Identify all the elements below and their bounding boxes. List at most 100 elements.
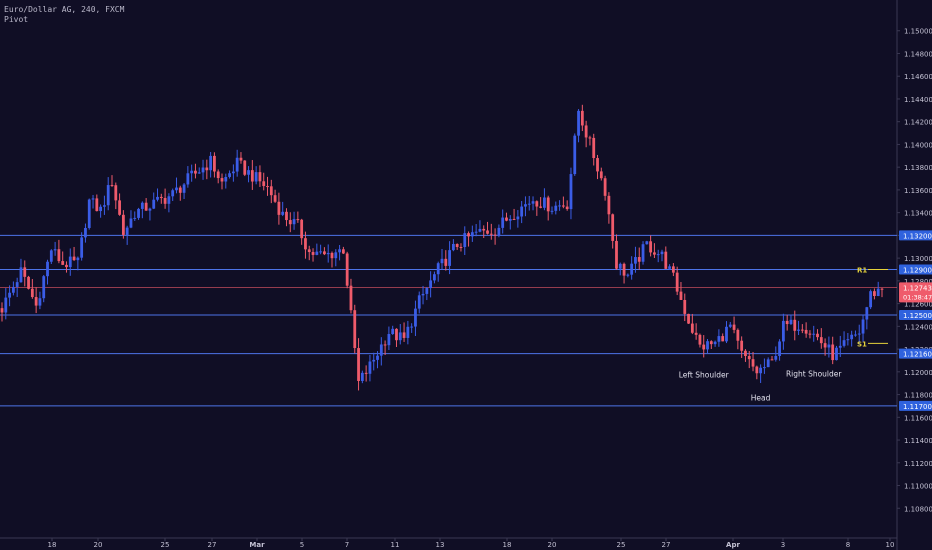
candle-body <box>319 251 323 253</box>
candle-body <box>444 258 448 266</box>
candle-body <box>334 252 338 259</box>
candle-body <box>611 214 615 241</box>
x-tick-label: 10 <box>886 541 895 549</box>
candle-body <box>53 249 57 251</box>
candle-body <box>296 219 300 221</box>
y-tick-label: 1.14400 <box>904 96 932 104</box>
candle-body <box>744 350 747 357</box>
candle-body <box>360 372 364 381</box>
candle-body <box>751 359 755 367</box>
candle-body <box>789 319 793 325</box>
candle-body <box>372 359 376 362</box>
candle-body <box>148 208 152 211</box>
candle-body <box>34 297 38 306</box>
candle-body <box>683 299 687 314</box>
candle-body <box>247 170 250 175</box>
candle-body <box>197 172 201 174</box>
candle-body <box>231 171 235 174</box>
candle-body <box>49 250 53 262</box>
candle-body <box>121 214 125 235</box>
candle-body <box>668 266 671 269</box>
y-tick-label: 1.11800 <box>904 392 932 400</box>
y-tick-label: 1.15000 <box>904 28 932 36</box>
candle-body <box>285 211 288 221</box>
candle-body <box>725 326 728 342</box>
candle-body <box>831 344 835 361</box>
candle-body <box>455 243 459 247</box>
level-badge <box>899 348 932 359</box>
x-tick-label: Apr <box>726 541 740 549</box>
candle-body <box>38 298 42 306</box>
candle-body <box>209 155 213 171</box>
candle-body <box>235 157 239 172</box>
x-tick-label: 20 <box>94 541 103 549</box>
candle-body <box>353 310 357 349</box>
level-badge-label: 1.11700 <box>903 403 932 411</box>
candle-body <box>425 288 429 294</box>
candle-body <box>531 201 535 204</box>
candle-body <box>345 253 349 286</box>
candle-body <box>398 332 402 341</box>
candle-body <box>524 204 527 207</box>
candle-body <box>637 257 641 262</box>
x-tick-label: 25 <box>617 541 626 549</box>
candle-body <box>717 336 721 342</box>
candle-body <box>190 170 194 174</box>
candle-body <box>819 337 823 344</box>
y-tick-label: 1.12800 <box>904 278 932 286</box>
candle-body <box>387 334 391 346</box>
candle-body <box>649 241 653 253</box>
pivot-label: R1 <box>857 267 867 275</box>
candle-body <box>687 313 690 324</box>
candle-body <box>84 227 87 238</box>
candle-body <box>364 372 368 374</box>
candle-body <box>326 252 330 255</box>
candle-body <box>527 203 531 205</box>
candle-body <box>110 185 114 187</box>
x-tick-label: 13 <box>436 541 445 549</box>
candle-body <box>736 329 740 341</box>
x-tick-label: 8 <box>846 541 850 549</box>
candle-body <box>61 261 65 265</box>
candle-body <box>140 202 144 209</box>
candle-body <box>440 258 444 264</box>
y-tick-label: 1.11200 <box>904 460 932 468</box>
candle-body <box>493 234 497 236</box>
candle-body <box>178 187 182 193</box>
candle-body <box>95 198 99 212</box>
candle-body <box>421 293 425 296</box>
candle-body <box>307 249 311 253</box>
candle-body <box>550 210 554 212</box>
y-tick-label: 1.14200 <box>904 119 932 127</box>
candle-body <box>338 249 341 253</box>
candle-body <box>599 171 603 179</box>
candle-body <box>281 211 285 215</box>
candle-body <box>106 185 110 206</box>
candle-body <box>861 319 865 334</box>
x-tick-label: 11 <box>391 541 400 549</box>
candle-body <box>505 217 508 221</box>
pattern-annotation: Right Shoulder <box>786 369 842 378</box>
candle-body <box>664 251 668 269</box>
level-badge <box>899 309 932 320</box>
candle-body <box>91 198 95 200</box>
candle-body <box>580 110 584 126</box>
candle-body <box>558 205 561 207</box>
candle-body <box>520 206 524 217</box>
candle-body <box>561 205 565 207</box>
candle-body <box>99 206 103 212</box>
candle-body <box>835 347 838 361</box>
candle-body <box>747 356 751 360</box>
candle-body <box>732 324 736 330</box>
level-badge-label: 1.12900 <box>903 267 932 275</box>
candle-body <box>774 356 778 360</box>
candle-body <box>823 343 827 348</box>
candle-body <box>565 206 569 210</box>
candle-body <box>129 218 133 228</box>
candle-body <box>133 217 137 219</box>
pattern-annotation: Left Shoulder <box>679 371 730 380</box>
candle-body <box>201 167 205 173</box>
candle-body <box>584 125 588 138</box>
candle-body <box>448 250 451 266</box>
